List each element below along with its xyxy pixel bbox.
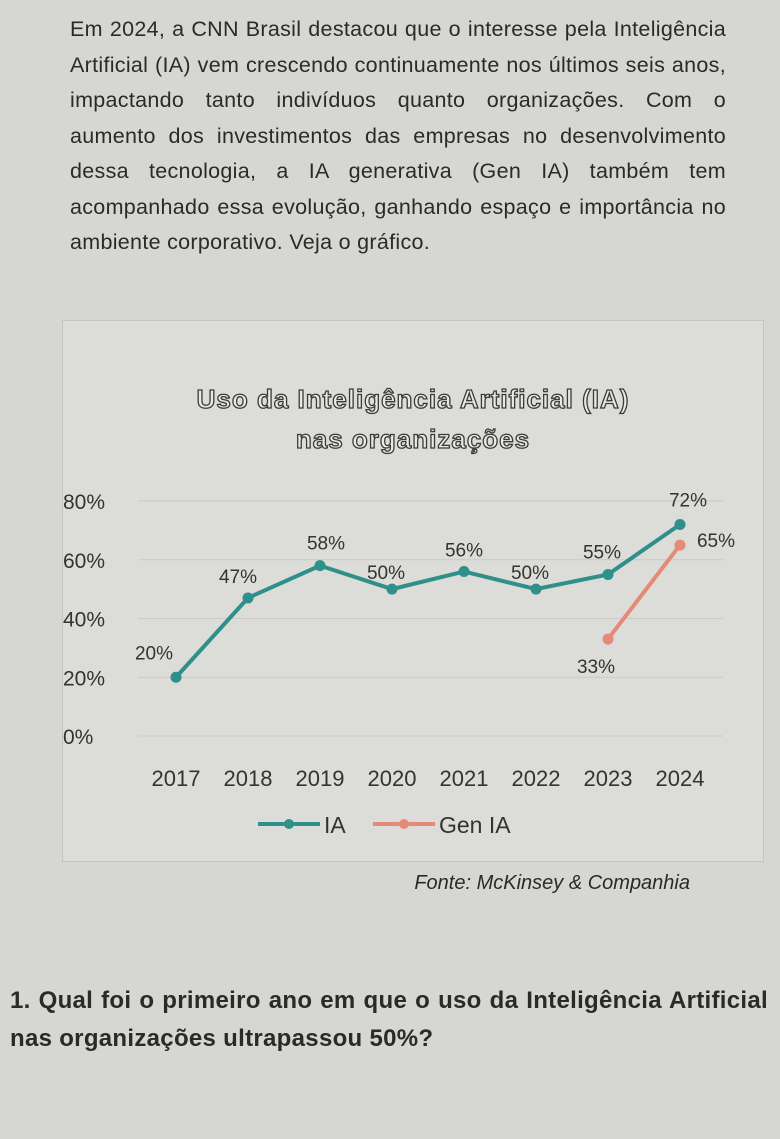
series-line-gen-ia — [606, 543, 682, 641]
data-label: 50% — [367, 563, 405, 584]
data-label: 58% — [307, 534, 345, 555]
legend-label: Gen IA — [439, 812, 511, 838]
data-label: 20% — [135, 643, 173, 664]
data-label: 55% — [583, 542, 621, 563]
y-tick-label: 40% — [63, 609, 105, 632]
data-point — [602, 633, 614, 645]
data-point — [458, 566, 470, 577]
x-tick-label: 2022 — [512, 766, 561, 791]
y-tick-label: 60% — [63, 550, 105, 573]
data-label: 72% — [669, 491, 707, 512]
series-line-ia — [174, 522, 682, 679]
x-tick-label: 2024 — [656, 766, 705, 791]
data-point — [602, 568, 614, 580]
x-tick-label: 2020 — [368, 766, 417, 791]
data-label: 50% — [511, 563, 549, 584]
x-tick-label: 2018 — [224, 766, 273, 791]
data-label: 47% — [219, 567, 257, 588]
chart-source: Fonte: McKinsey & Companhia — [414, 872, 690, 894]
x-tick-label: 2021 — [440, 766, 489, 791]
question-1: 1. Qual foi o primeiro ano em que o uso … — [10, 987, 768, 1052]
data-point — [386, 583, 398, 595]
y-tick-label: 80% — [63, 491, 105, 514]
data-point — [242, 592, 254, 604]
data-point — [674, 519, 686, 530]
legend-marker — [399, 819, 409, 829]
data-point — [170, 671, 182, 683]
data-point — [530, 583, 542, 595]
data-label: 33% — [577, 657, 615, 678]
y-tick-label: 20% — [63, 667, 105, 690]
y-tick-label: 0% — [63, 726, 93, 749]
data-label: 65% — [697, 531, 735, 552]
chart-title: Uso da Inteligência Artificial (IA) nas … — [63, 379, 763, 459]
intro-paragraph: Em 2024, a CNN Brasil destacou que o int… — [70, 17, 726, 254]
data-point — [314, 560, 326, 572]
x-tick-label: 2017 — [152, 766, 201, 791]
x-tick-label: 2019 — [296, 766, 345, 791]
legend-marker — [284, 819, 294, 829]
chart-title-line-2: nas organizações — [295, 423, 531, 454]
chart-title-line-1: Uso da Inteligência Artificial (IA) — [196, 383, 630, 414]
chart-container: Uso da Inteligência Artificial (IA) nas … — [62, 320, 764, 862]
data-label: 56% — [445, 541, 483, 562]
data-point — [674, 539, 686, 551]
x-tick-label: 2023 — [584, 766, 633, 791]
legend-label: IA — [324, 812, 346, 838]
line-chart: 0% 20% 40% 60% 80% 2017 2018 2019 2020 2021 2022 20… — [63, 491, 735, 839]
